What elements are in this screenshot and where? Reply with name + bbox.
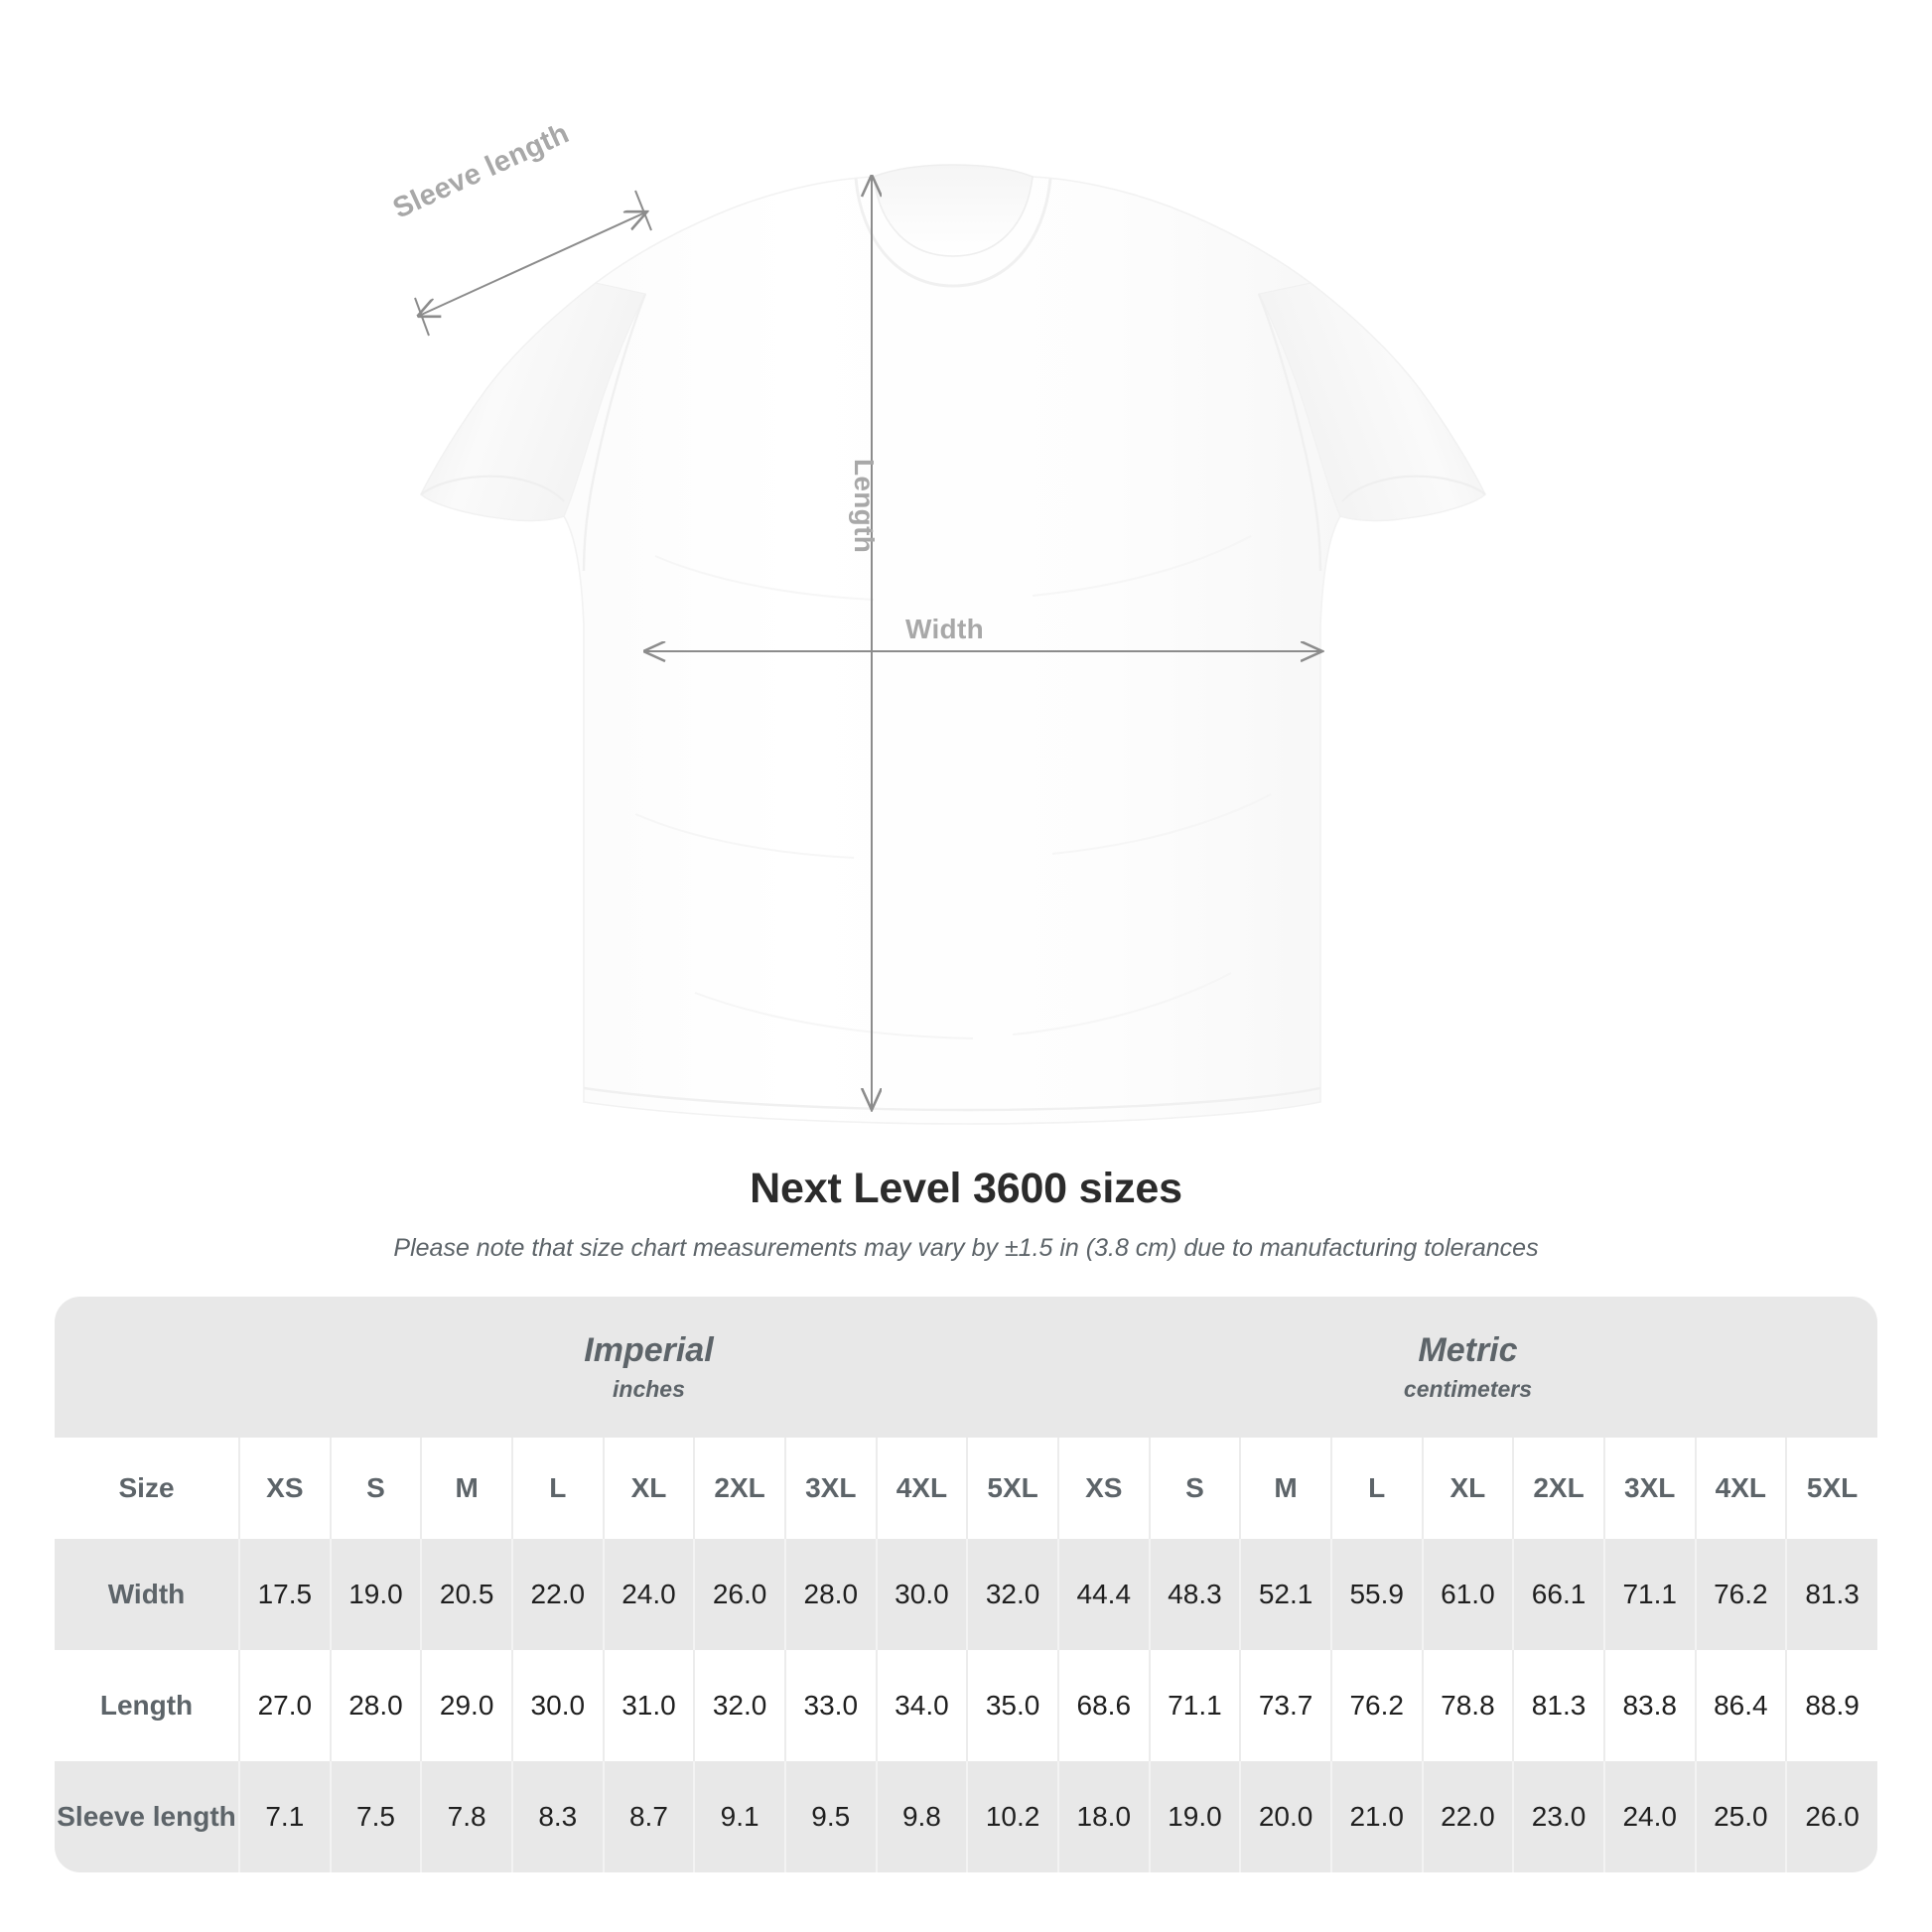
unit-corner-cell — [55, 1297, 239, 1438]
cell-value: 81.3 — [1512, 1650, 1604, 1761]
size-header-row: Size XS S M L XL 2XL 3XL 4XL 5XL XS S M … — [55, 1438, 1877, 1539]
cell-value: 20.0 — [1239, 1761, 1331, 1872]
measurement-arrows — [414, 177, 1320, 1108]
size-header-cell: XS — [238, 1438, 331, 1539]
cell-value: 76.2 — [1694, 1539, 1787, 1650]
cell-value: 23.0 — [1512, 1761, 1604, 1872]
tshirt-illustration — [414, 164, 1486, 1125]
title-block: Next Level 3600 sizes Please note that s… — [0, 1165, 1932, 1263]
table-row: Width 17.5 19.0 20.5 22.0 24.0 26.0 28.0… — [55, 1539, 1877, 1650]
cell-value: 8.3 — [510, 1761, 604, 1872]
size-chart-table: Imperial inches Metric centimeters Size … — [55, 1297, 1877, 1872]
cell-value: 52.1 — [1239, 1539, 1331, 1650]
size-header-label: Size — [55, 1438, 239, 1539]
cell-value: 21.0 — [1329, 1761, 1423, 1872]
sleeve-length-arrow — [419, 212, 645, 316]
cell-value: 9.1 — [693, 1761, 785, 1872]
size-header-cell: 5XL — [966, 1438, 1058, 1539]
unit-metric-sub: centimeters — [1403, 1376, 1533, 1403]
unit-header-row: Imperial inches Metric centimeters — [55, 1297, 1877, 1438]
cell-value: 61.0 — [1421, 1539, 1514, 1650]
cell-value: 24.0 — [1602, 1761, 1696, 1872]
cell-value: 28.0 — [329, 1650, 422, 1761]
cell-value: 29.0 — [420, 1650, 512, 1761]
cell-value: 9.5 — [783, 1761, 877, 1872]
cell-value: 22.0 — [510, 1539, 604, 1650]
cell-value: 88.9 — [1785, 1650, 1877, 1761]
cell-value: 7.5 — [329, 1761, 422, 1872]
row-label-sleeve-length: Sleeve length — [55, 1761, 239, 1872]
cell-value: 76.2 — [1329, 1650, 1423, 1761]
size-header-cell: 4XL — [1694, 1438, 1787, 1539]
cell-value: 8.7 — [602, 1761, 695, 1872]
cell-value: 7.8 — [420, 1761, 512, 1872]
row-label-width: Width — [55, 1539, 239, 1650]
size-header-cell: XS — [1056, 1438, 1150, 1539]
cell-value: 34.0 — [875, 1650, 968, 1761]
cell-value: 25.0 — [1694, 1761, 1787, 1872]
cell-value: 81.3 — [1785, 1539, 1877, 1650]
size-header-cell: L — [1329, 1438, 1423, 1539]
cell-value: 19.0 — [1148, 1761, 1241, 1872]
cell-value: 33.0 — [783, 1650, 877, 1761]
size-chart-table-wrap: Imperial inches Metric centimeters Size … — [55, 1297, 1877, 1872]
table-row: Length 27.0 28.0 29.0 30.0 31.0 32.0 33.… — [55, 1650, 1877, 1761]
cell-value: 78.8 — [1421, 1650, 1514, 1761]
cell-value: 19.0 — [329, 1539, 422, 1650]
tshirt-diagram: Sleeve length Length Width — [388, 117, 1486, 1125]
cell-value: 26.0 — [693, 1539, 785, 1650]
size-header-cell: 2XL — [693, 1438, 785, 1539]
size-header-cell: M — [420, 1438, 512, 1539]
cell-value: 28.0 — [783, 1539, 877, 1650]
cell-value: 30.0 — [875, 1539, 968, 1650]
cell-value: 32.0 — [966, 1539, 1058, 1650]
size-header-cell: S — [1148, 1438, 1241, 1539]
cell-value: 18.0 — [1056, 1761, 1150, 1872]
size-header-cell: 3XL — [783, 1438, 877, 1539]
cell-value: 83.8 — [1602, 1650, 1696, 1761]
unit-group-imperial: Imperial inches — [239, 1297, 1058, 1438]
cell-value: 22.0 — [1421, 1761, 1514, 1872]
cell-value: 68.6 — [1056, 1650, 1150, 1761]
size-header-cell: 2XL — [1512, 1438, 1604, 1539]
cell-value: 66.1 — [1512, 1539, 1604, 1650]
size-header-cell: XL — [1421, 1438, 1514, 1539]
cell-value: 73.7 — [1239, 1650, 1331, 1761]
cell-value: 27.0 — [238, 1650, 331, 1761]
cell-value: 24.0 — [602, 1539, 695, 1650]
cell-value: 7.1 — [238, 1761, 331, 1872]
unit-metric-name: Metric — [1418, 1330, 1518, 1369]
cell-value: 48.3 — [1148, 1539, 1241, 1650]
page-title: Next Level 3600 sizes — [750, 1165, 1182, 1212]
cell-value: 86.4 — [1694, 1650, 1787, 1761]
cell-value: 30.0 — [510, 1650, 604, 1761]
unit-imperial-name: Imperial — [584, 1330, 714, 1369]
tolerance-note: Please note that size chart measurements… — [393, 1234, 1539, 1263]
cell-value: 55.9 — [1329, 1539, 1423, 1650]
cell-value: 10.2 — [966, 1761, 1058, 1872]
cell-value: 20.5 — [420, 1539, 512, 1650]
size-header-cell: S — [329, 1438, 422, 1539]
cell-value: 32.0 — [693, 1650, 785, 1761]
length-label: Length — [849, 459, 880, 554]
cell-value: 71.1 — [1602, 1539, 1696, 1650]
size-header-cell: M — [1239, 1438, 1331, 1539]
table-row: Sleeve length 7.1 7.5 7.8 8.3 8.7 9.1 9.… — [55, 1761, 1877, 1872]
cell-value: 17.5 — [238, 1539, 331, 1650]
unit-group-metric: Metric centimeters — [1057, 1297, 1877, 1438]
cell-value: 44.4 — [1056, 1539, 1150, 1650]
size-header-cell: XL — [602, 1438, 695, 1539]
cell-value: 31.0 — [602, 1650, 695, 1761]
size-header-cell: L — [510, 1438, 604, 1539]
cell-value: 26.0 — [1785, 1761, 1877, 1872]
row-label-length: Length — [55, 1650, 239, 1761]
width-label: Width — [905, 614, 984, 644]
cell-value: 9.8 — [875, 1761, 968, 1872]
cell-value: 71.1 — [1148, 1650, 1241, 1761]
size-header-cell: 4XL — [875, 1438, 968, 1539]
size-header-cell: 5XL — [1785, 1438, 1877, 1539]
cell-value: 35.0 — [966, 1650, 1058, 1761]
unit-imperial-sub: inches — [613, 1376, 685, 1403]
size-header-cell: 3XL — [1602, 1438, 1696, 1539]
